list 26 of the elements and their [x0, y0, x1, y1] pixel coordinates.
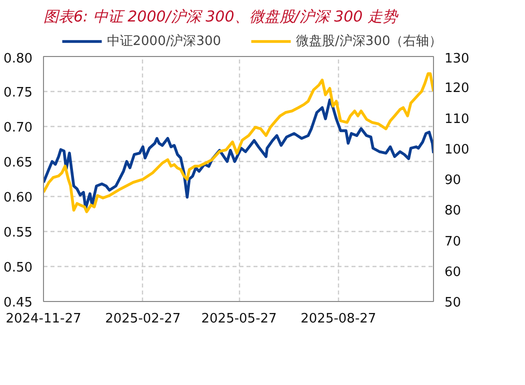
legend-label: 中证2000/沪深300	[106, 33, 222, 50]
line-series	[44, 72, 434, 214]
x-tick-label: 2024-11-27	[6, 312, 82, 326]
y-tick-label: 0.60	[4, 190, 33, 206]
y-tick-label: 0.75	[4, 86, 33, 100]
y2-tick-label: 60	[444, 264, 462, 280]
y-tick-label: 0.70	[4, 120, 33, 136]
y-tick-label: 0.65	[4, 156, 33, 170]
y-tick-label: 0.50	[4, 260, 33, 276]
y2-tick-label: 110	[444, 112, 470, 127]
y-tick-label: 0.45	[4, 296, 33, 310]
y-tick-label: 0.55	[4, 226, 33, 240]
x-tick-label: 2025-02-27	[105, 312, 181, 326]
chart-title: 图表6: 中证 2000/沪深 300、微盘股/沪深 300 走势	[44, 8, 400, 26]
x-tick-label: 2025-08-27	[300, 312, 376, 326]
y2-tick-label: 100	[444, 142, 470, 158]
y2-tick-label: 90	[444, 173, 462, 188]
y2-tick-label: 80	[444, 204, 462, 219]
y-tick-label: 0.80	[4, 52, 33, 66]
line-series	[44, 98, 434, 210]
y2-tick-label: 50	[444, 296, 462, 310]
legend-label: 微盘股/沪深300（右轴）	[296, 33, 442, 50]
y2-tick-label: 130	[444, 52, 470, 66]
x-tick-label: 2025-05-27	[201, 312, 277, 326]
y2-tick-label: 120	[444, 81, 470, 96]
y2-tick-label: 70	[444, 234, 462, 250]
